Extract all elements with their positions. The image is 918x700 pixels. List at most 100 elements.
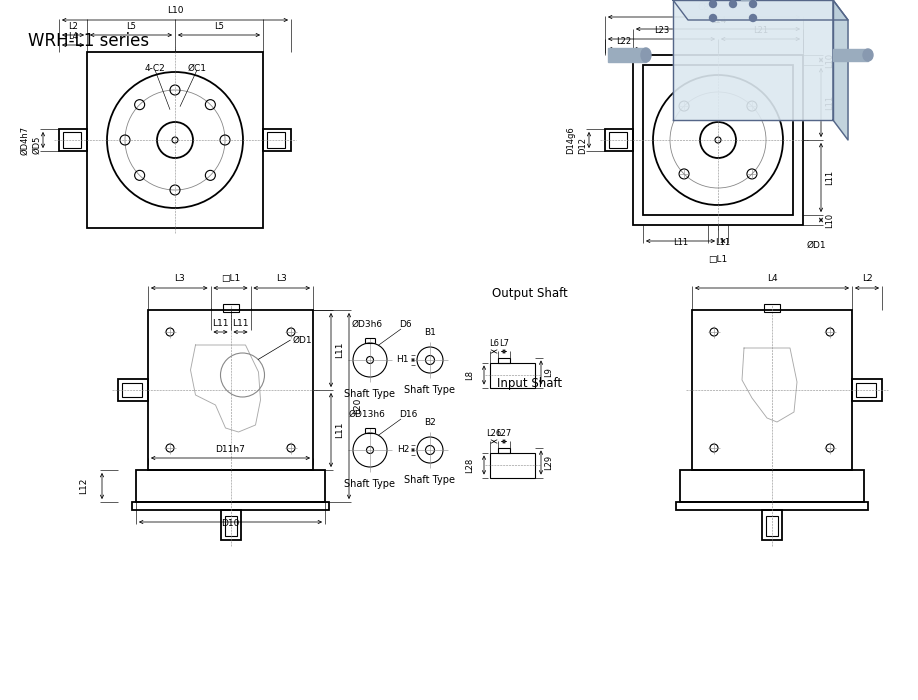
Text: L4: L4 — [68, 32, 78, 41]
Polygon shape — [673, 0, 848, 20]
Bar — [498, 447, 510, 452]
Text: D16: D16 — [399, 410, 418, 419]
Text: L23: L23 — [654, 26, 669, 35]
Text: L27: L27 — [497, 430, 511, 438]
Text: Shaft Type: Shaft Type — [344, 479, 396, 489]
Bar — [136, 470, 325, 502]
Text: H1: H1 — [397, 356, 409, 365]
Ellipse shape — [863, 49, 873, 61]
Ellipse shape — [641, 48, 651, 62]
Bar — [762, 510, 782, 540]
Text: Input Shaft: Input Shaft — [498, 377, 563, 390]
Text: L8: L8 — [465, 370, 474, 380]
Bar — [608, 48, 646, 62]
Bar — [676, 502, 868, 510]
Text: D10: D10 — [221, 519, 240, 528]
Bar — [490, 452, 535, 477]
Bar — [609, 132, 627, 148]
Text: C8: C8 — [698, 3, 710, 12]
Text: L11: L11 — [232, 319, 249, 328]
Bar — [633, 55, 803, 225]
Text: L3: L3 — [276, 274, 287, 283]
Text: B2: B2 — [424, 418, 436, 427]
Text: L28: L28 — [465, 457, 474, 473]
Bar — [833, 49, 868, 61]
Bar — [222, 304, 239, 312]
Text: □L1: □L1 — [709, 255, 728, 264]
Text: 4-C2: 4-C2 — [145, 64, 165, 73]
Text: L11: L11 — [715, 238, 731, 247]
Text: L5: L5 — [214, 22, 224, 31]
Bar — [766, 516, 778, 536]
Bar — [148, 310, 313, 470]
Bar — [643, 65, 793, 215]
Bar — [63, 132, 81, 148]
Text: L11: L11 — [825, 95, 834, 110]
Bar — [220, 510, 241, 540]
Text: L11: L11 — [335, 421, 344, 438]
Bar — [498, 358, 510, 363]
Text: ØD3h6: ØD3h6 — [352, 320, 383, 329]
Text: L9: L9 — [544, 368, 553, 377]
Circle shape — [730, 1, 736, 8]
Text: L7: L7 — [499, 340, 509, 349]
Text: B1: B1 — [424, 328, 436, 337]
Text: ØD13h6: ØD13h6 — [349, 410, 386, 419]
Text: L26: L26 — [487, 430, 501, 438]
Bar — [852, 379, 882, 401]
Text: ØD1: ØD1 — [807, 241, 826, 249]
Text: L14: L14 — [710, 16, 726, 25]
Bar — [132, 502, 329, 510]
Text: L11: L11 — [335, 342, 344, 358]
Text: Shaft Type: Shaft Type — [405, 475, 455, 485]
Text: L29: L29 — [544, 455, 553, 470]
Text: H2: H2 — [397, 445, 409, 454]
Bar — [122, 383, 142, 397]
Text: Output Shaft: Output Shaft — [492, 287, 568, 300]
Text: L10: L10 — [825, 52, 834, 68]
Text: L10: L10 — [825, 212, 834, 228]
Text: L11: L11 — [673, 238, 688, 247]
Circle shape — [710, 15, 717, 22]
Text: D12: D12 — [578, 137, 587, 155]
Circle shape — [749, 1, 756, 8]
Text: L4: L4 — [767, 274, 778, 283]
Circle shape — [710, 1, 717, 8]
Text: L2: L2 — [68, 22, 78, 31]
Text: D6: D6 — [399, 320, 411, 329]
Text: L11: L11 — [825, 170, 834, 185]
Bar — [263, 129, 291, 151]
Bar — [59, 129, 87, 151]
Bar — [490, 363, 535, 388]
Circle shape — [749, 15, 756, 22]
Bar — [87, 52, 263, 228]
Bar — [118, 379, 148, 401]
Text: L5: L5 — [126, 22, 136, 31]
Text: L6: L6 — [489, 340, 499, 349]
Text: L22: L22 — [617, 37, 632, 46]
Polygon shape — [673, 0, 833, 120]
Text: L20: L20 — [353, 398, 362, 414]
Text: Shaft Type: Shaft Type — [344, 389, 396, 399]
Bar — [605, 129, 633, 151]
Text: L11: L11 — [212, 319, 229, 328]
Text: □L1: □L1 — [221, 274, 241, 283]
Text: L2: L2 — [862, 274, 872, 283]
Bar — [856, 383, 876, 397]
Polygon shape — [833, 0, 848, 140]
Text: ØD1: ØD1 — [293, 335, 312, 344]
Bar — [267, 132, 285, 148]
Bar — [764, 304, 780, 312]
Text: ØD5: ØD5 — [32, 136, 41, 154]
Text: D14g6: D14g6 — [566, 126, 575, 154]
Bar — [680, 470, 864, 502]
Bar — [225, 516, 237, 536]
Text: L12: L12 — [79, 478, 88, 494]
Text: ØC1: ØC1 — [187, 64, 207, 73]
Text: WRH-L1 series: WRH-L1 series — [28, 32, 149, 50]
Text: D11h7: D11h7 — [216, 445, 245, 454]
Bar — [692, 310, 852, 470]
Text: L10: L10 — [167, 6, 184, 15]
Text: L3: L3 — [174, 274, 185, 283]
Text: ØD4h7: ØD4h7 — [20, 125, 29, 155]
